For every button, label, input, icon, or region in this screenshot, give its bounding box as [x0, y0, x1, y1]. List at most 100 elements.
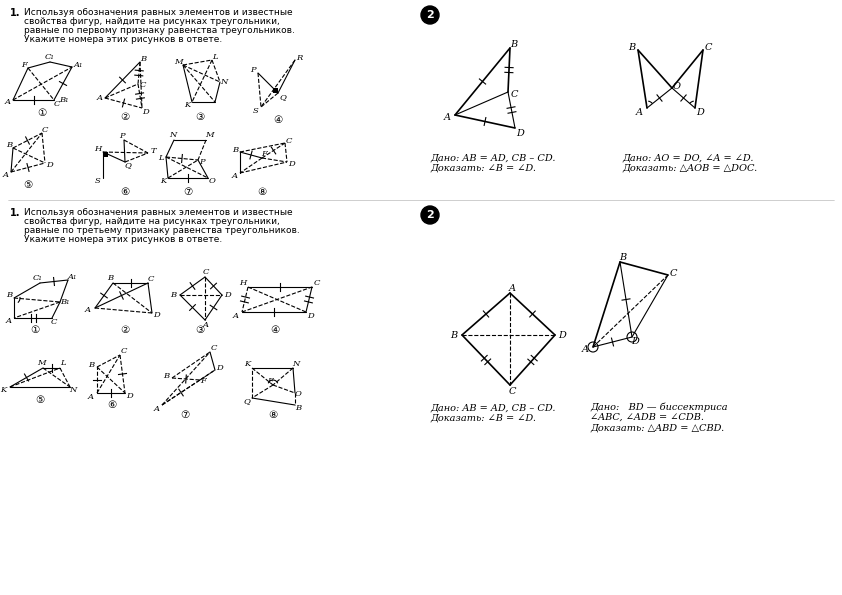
Text: R: R	[296, 54, 302, 62]
Text: B: B	[6, 141, 12, 149]
Text: L: L	[60, 359, 66, 367]
Text: 1.: 1.	[10, 208, 20, 218]
Text: C: C	[704, 42, 711, 52]
Text: 1.: 1.	[10, 8, 20, 18]
Text: C₁: C₁	[45, 53, 55, 61]
Circle shape	[421, 6, 439, 24]
Text: A: A	[232, 172, 238, 180]
Text: ⑤: ⑤	[24, 180, 33, 190]
Text: Доказать: △ABD = △CBD.: Доказать: △ABD = △CBD.	[590, 423, 724, 432]
Text: ③: ③	[195, 325, 205, 335]
Text: Доказать: △AOB = △DOC.: Доказать: △AOB = △DOC.	[622, 163, 757, 172]
Text: N: N	[169, 131, 177, 139]
Text: O: O	[209, 177, 216, 185]
Text: D: D	[152, 311, 159, 319]
Text: 2: 2	[426, 10, 434, 20]
Text: P: P	[120, 132, 125, 140]
Text: Используя обозначения равных элементов и известные: Используя обозначения равных элементов и…	[24, 208, 293, 217]
Text: S: S	[95, 177, 101, 185]
Text: B₁: B₁	[61, 298, 70, 306]
Text: N: N	[221, 78, 227, 86]
Text: D: D	[631, 337, 639, 346]
Text: C: C	[509, 387, 516, 396]
Text: C₁: C₁	[33, 274, 43, 282]
Text: Дано: AB = AD, CB – CD.: Дано: AB = AD, CB – CD.	[430, 403, 556, 412]
Text: N: N	[292, 360, 300, 368]
Text: C: C	[54, 100, 60, 108]
Text: ⑧: ⑧	[269, 410, 278, 420]
Text: A: A	[6, 317, 12, 325]
Text: равные по первому признаку равенства треугольников.: равные по первому признаку равенства тре…	[24, 26, 295, 35]
Text: B: B	[6, 291, 12, 299]
Text: F: F	[261, 150, 267, 158]
Text: Используя обозначения равных элементов и известные: Используя обозначения равных элементов и…	[24, 8, 293, 17]
Text: D: D	[558, 330, 566, 340]
Text: C: C	[203, 268, 209, 276]
Text: A: A	[88, 393, 94, 401]
Text: A: A	[85, 306, 91, 314]
Text: равные по третьему признаку равенства треугольников.: равные по третьему признаку равенства тр…	[24, 226, 300, 235]
Text: ④: ④	[270, 325, 280, 335]
Text: H: H	[239, 279, 247, 287]
Text: A: A	[203, 321, 209, 329]
Text: D: D	[224, 291, 231, 299]
Text: B: B	[510, 39, 518, 49]
Text: Q: Q	[125, 161, 131, 169]
Text: ②: ②	[120, 325, 130, 335]
Text: Доказать: ∠B = ∠D.: Доказать: ∠B = ∠D.	[430, 413, 536, 422]
Text: A: A	[509, 283, 515, 293]
Text: ⑧: ⑧	[258, 187, 267, 197]
Polygon shape	[103, 152, 108, 157]
Circle shape	[421, 206, 439, 224]
Text: B: B	[107, 274, 113, 282]
Text: D: D	[125, 392, 132, 400]
Text: Укажите номера этих рисунков в ответе.: Укажите номера этих рисунков в ответе.	[24, 235, 222, 244]
Text: H: H	[94, 145, 102, 153]
Text: F: F	[267, 377, 273, 385]
Text: ⑥: ⑥	[120, 187, 130, 197]
Text: D: D	[216, 364, 222, 372]
Text: ①: ①	[37, 108, 46, 118]
Text: A: A	[233, 312, 239, 320]
Text: Укажите номера этих рисунков в ответе.: Укажите номера этих рисунков в ответе.	[24, 35, 222, 44]
Text: M: M	[173, 58, 183, 66]
Text: C: C	[669, 268, 677, 277]
Text: Q: Q	[280, 93, 286, 101]
Text: D: D	[516, 129, 524, 137]
Text: B: B	[170, 291, 176, 299]
Text: B: B	[88, 361, 94, 369]
Text: ②: ②	[120, 112, 130, 122]
Text: A₁: A₁	[73, 61, 83, 69]
Text: ⑦: ⑦	[184, 187, 193, 197]
Text: C: C	[42, 126, 48, 134]
Text: B: B	[628, 42, 636, 52]
Text: C: C	[51, 318, 57, 326]
Text: K: K	[244, 360, 250, 368]
Text: Q: Q	[243, 397, 250, 405]
Text: F: F	[21, 61, 27, 69]
Text: ③: ③	[195, 112, 205, 122]
Text: F: F	[200, 377, 206, 385]
Text: C: C	[140, 81, 147, 89]
Text: S: S	[253, 107, 258, 115]
Text: A: A	[5, 98, 11, 106]
Text: A: A	[582, 346, 589, 355]
Text: C: C	[314, 279, 320, 287]
Text: D: D	[141, 108, 148, 116]
Text: L: L	[212, 53, 218, 61]
Text: P: P	[200, 158, 205, 166]
Text: C: C	[120, 347, 127, 355]
Text: свойства фигур, найдите на рисунках треугольники,: свойства фигур, найдите на рисунках треу…	[24, 217, 280, 226]
Text: B: B	[232, 146, 238, 154]
Text: D: D	[45, 161, 52, 169]
Text: Дано: AB = AD, CB – CD.: Дано: AB = AD, CB – CD.	[430, 153, 556, 162]
Text: Дано:   BD — биссектриса: Дано: BD — биссектриса	[590, 403, 727, 412]
Text: B: B	[140, 55, 146, 63]
Text: O: O	[295, 390, 301, 398]
Text: C: C	[510, 89, 518, 99]
Text: P: P	[250, 66, 256, 74]
Text: Доказать: ∠B = ∠D.: Доказать: ∠B = ∠D.	[430, 163, 536, 172]
Text: M: M	[37, 359, 45, 367]
Text: 2: 2	[426, 210, 434, 220]
Text: K: K	[160, 177, 166, 185]
